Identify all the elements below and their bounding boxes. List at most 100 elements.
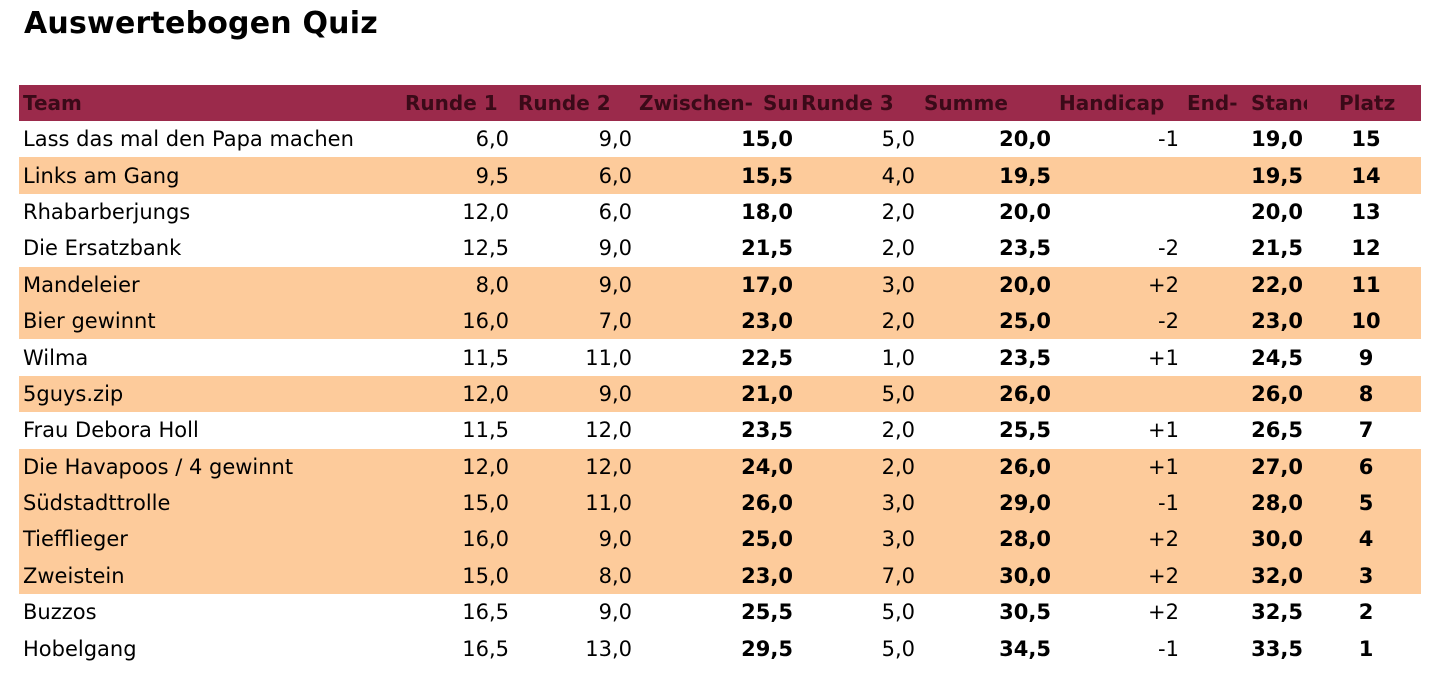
cell-summe[interactable]: 20,0: [999, 272, 1051, 297]
cell-runde-3[interactable]: 2,0: [881, 236, 915, 261]
cell-zwischensumme[interactable]: 25,0: [741, 527, 793, 552]
cell-team[interactable]: Frau Debora Holl: [23, 418, 199, 443]
cell-endstand[interactable]: 32,0: [1251, 563, 1303, 588]
cell-runde-1[interactable]: 12,0: [462, 454, 509, 479]
cell-runde-3[interactable]: 7,0: [881, 563, 915, 588]
cell-runde-3[interactable]: 3,0: [881, 491, 915, 516]
cell-team[interactable]: Wilma: [23, 345, 89, 370]
cell-runde-1[interactable]: 16,5: [462, 636, 509, 661]
cell-runde-1[interactable]: 11,5: [462, 418, 509, 443]
cell-summe[interactable]: 23,5: [999, 236, 1051, 261]
cell-handicap[interactable]: [1079, 157, 1179, 193]
cell-team[interactable]: Südstadttrolle: [23, 491, 171, 516]
cell-runde-1[interactable]: 12,0: [462, 199, 509, 224]
cell-runde-2[interactable]: 8,0: [598, 563, 632, 588]
cell-runde-2[interactable]: 9,0: [598, 127, 632, 152]
header-team[interactable]: Team: [23, 91, 82, 115]
cell-platz[interactable]: 12: [1351, 236, 1381, 261]
header-summe[interactable]: Summe: [924, 91, 1008, 115]
cell-zwischensumme[interactable]: 23,5: [741, 418, 793, 443]
cell-zwischensumme[interactable]: 23,0: [741, 563, 793, 588]
cell-handicap[interactable]: -1: [1158, 491, 1179, 516]
cell-summe[interactable]: 30,5: [999, 600, 1051, 625]
cell-team[interactable]: Bier gewinnt: [23, 309, 156, 334]
cell-endstand[interactable]: 19,5: [1251, 163, 1303, 188]
cell-handicap[interactable]: [1079, 376, 1179, 412]
cell-runde-1[interactable]: 12,5: [462, 236, 509, 261]
cell-runde-2[interactable]: 6,0: [598, 163, 632, 188]
cell-runde-3[interactable]: 5,0: [881, 381, 915, 406]
cell-runde-2[interactable]: 9,0: [598, 381, 632, 406]
cell-platz[interactable]: 15: [1351, 127, 1381, 152]
cell-runde-2[interactable]: 9,0: [598, 527, 632, 552]
cell-team[interactable]: Rhabarberjungs: [23, 199, 191, 224]
cell-team[interactable]: 5guys.zip: [23, 381, 124, 406]
cell-runde-2[interactable]: 11,0: [585, 345, 632, 370]
cell-summe[interactable]: 25,0: [999, 309, 1051, 334]
cell-endstand[interactable]: 23,0: [1251, 309, 1303, 334]
header-zwischensumme-part1[interactable]: Zwischen-: [639, 91, 753, 115]
cell-zwischensumme[interactable]: 22,5: [741, 345, 793, 370]
cell-runde-3[interactable]: 1,0: [881, 345, 915, 370]
cell-runde-3[interactable]: 5,0: [881, 127, 915, 152]
cell-runde-3[interactable]: 3,0: [881, 272, 915, 297]
cell-endstand[interactable]: 21,5: [1251, 236, 1303, 261]
cell-handicap[interactable]: -2: [1158, 236, 1179, 261]
cell-zwischensumme[interactable]: 23,0: [741, 309, 793, 334]
header-zwischensumme-part2[interactable]: Sur: [763, 91, 797, 115]
cell-runde-2[interactable]: 9,0: [598, 600, 632, 625]
cell-zwischensumme[interactable]: 29,5: [741, 636, 793, 661]
cell-runde-1[interactable]: 15,0: [462, 491, 509, 516]
cell-runde-3[interactable]: 5,0: [881, 636, 915, 661]
header-runde-2[interactable]: Runde 2: [518, 91, 611, 115]
cell-endstand[interactable]: 22,0: [1251, 272, 1303, 297]
cell-runde-1[interactable]: 11,5: [462, 345, 509, 370]
cell-summe[interactable]: 34,5: [999, 636, 1051, 661]
cell-endstand[interactable]: 26,0: [1251, 381, 1303, 406]
cell-platz[interactable]: 5: [1358, 491, 1374, 516]
cell-handicap[interactable]: +1: [1148, 345, 1179, 370]
cell-handicap[interactable]: +2: [1148, 600, 1179, 625]
cell-platz[interactable]: 3: [1358, 563, 1374, 588]
cell-handicap[interactable]: -1: [1158, 636, 1179, 661]
cell-runde-1[interactable]: 9,5: [475, 163, 509, 188]
cell-platz[interactable]: 2: [1358, 600, 1374, 625]
cell-team[interactable]: Die Havapoos / 4 gewinnt: [23, 454, 294, 479]
cell-summe[interactable]: 23,5: [999, 345, 1051, 370]
cell-runde-3[interactable]: 2,0: [881, 199, 915, 224]
cell-runde-3[interactable]: 2,0: [881, 418, 915, 443]
cell-zwischensumme[interactable]: 21,5: [741, 236, 793, 261]
cell-runde-1[interactable]: 16,5: [462, 600, 509, 625]
cell-endstand[interactable]: 26,5: [1251, 418, 1303, 443]
cell-runde-3[interactable]: 2,0: [881, 309, 915, 334]
cell-summe[interactable]: 26,0: [999, 454, 1051, 479]
cell-team[interactable]: Hobelgang: [23, 636, 137, 661]
cell-handicap[interactable]: +2: [1148, 563, 1179, 588]
cell-zwischensumme[interactable]: 15,0: [741, 127, 793, 152]
cell-summe[interactable]: 25,5: [999, 418, 1051, 443]
cell-runde-2[interactable]: 9,0: [598, 272, 632, 297]
cell-summe[interactable]: 28,0: [999, 527, 1051, 552]
cell-team[interactable]: Zweistein: [23, 563, 125, 588]
cell-summe[interactable]: 20,0: [999, 127, 1051, 152]
cell-handicap[interactable]: +1: [1148, 418, 1179, 443]
cell-handicap[interactable]: -1: [1158, 127, 1179, 152]
cell-runde-1[interactable]: 12,0: [462, 381, 509, 406]
cell-endstand[interactable]: 24,5: [1251, 345, 1303, 370]
cell-zwischensumme[interactable]: 17,0: [741, 272, 793, 297]
header-runde-3[interactable]: Runde 3: [801, 91, 894, 115]
header-endstand-part1[interactable]: End-: [1187, 91, 1238, 115]
cell-runde-2[interactable]: 13,0: [585, 636, 632, 661]
cell-handicap[interactable]: +2: [1148, 527, 1179, 552]
cell-team[interactable]: Buzzos: [23, 600, 97, 625]
cell-runde-1[interactable]: 8,0: [475, 272, 509, 297]
cell-endstand[interactable]: 28,0: [1251, 491, 1303, 516]
cell-zwischensumme[interactable]: 21,0: [741, 381, 793, 406]
cell-zwischensumme[interactable]: 24,0: [741, 454, 793, 479]
cell-runde-1[interactable]: 16,0: [462, 527, 509, 552]
cell-zwischensumme[interactable]: 25,5: [741, 600, 793, 625]
cell-endstand[interactable]: 27,0: [1251, 454, 1303, 479]
cell-handicap[interactable]: [1079, 194, 1179, 230]
cell-runde-3[interactable]: 3,0: [881, 527, 915, 552]
header-endstand-part2[interactable]: Stanc: [1251, 91, 1307, 115]
